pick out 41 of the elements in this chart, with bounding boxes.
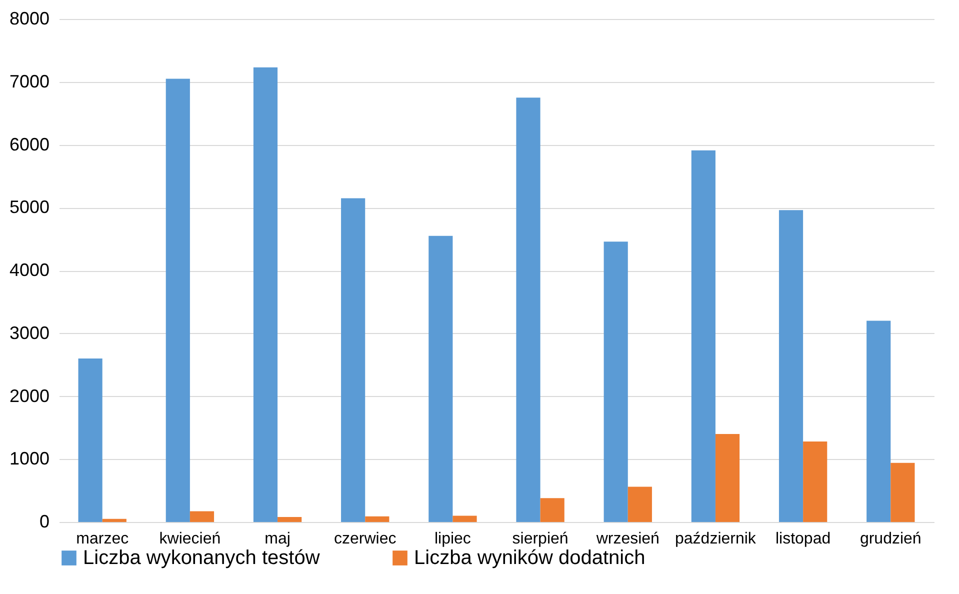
- y-tick-label: 3000: [9, 322, 50, 343]
- bar: [890, 462, 915, 522]
- bar: [341, 198, 366, 522]
- y-tick-label: 8000: [9, 8, 50, 28]
- y-tick-label: 6000: [9, 134, 50, 154]
- bar: [628, 486, 652, 522]
- bar: [516, 98, 540, 522]
- x-tick-label: listopad: [775, 530, 831, 548]
- bar: [428, 236, 453, 522]
- bar: [102, 518, 126, 522]
- x-tick-label: maj: [264, 530, 290, 548]
- x-tick-label: grudzień: [860, 530, 922, 548]
- bar: [278, 516, 302, 522]
- bar: [166, 78, 190, 522]
- y-tick-label: 1000: [9, 448, 50, 469]
- bar: [365, 516, 390, 522]
- bar: [866, 320, 891, 522]
- bar: [604, 242, 628, 522]
- x-tick-label: czerwiec: [334, 530, 396, 548]
- y-tick-label: 0: [39, 512, 50, 532]
- legend-label: Liczba wyników dodatnich: [414, 547, 646, 569]
- y-tick-label: 5000: [9, 197, 50, 218]
- y-tick-label: 7000: [9, 71, 50, 92]
- bar: [778, 210, 804, 522]
- bar: [78, 358, 102, 522]
- x-tick-label: marzec: [76, 530, 129, 548]
- x-tick-label: lipiec: [434, 530, 471, 548]
- bar: [803, 442, 828, 522]
- x-tick-label: sierpień: [512, 530, 568, 548]
- y-tick-label: 2000: [9, 386, 50, 406]
- bar: [253, 67, 278, 522]
- bar: [715, 434, 740, 522]
- bar: [691, 150, 716, 522]
- y-tick-label: 4000: [9, 260, 50, 280]
- x-tick-label: wrzesień: [595, 530, 660, 548]
- bar: [452, 516, 477, 522]
- bar: [190, 511, 214, 522]
- x-tick-label: październik: [675, 530, 757, 548]
- legend-label: Liczba wykonanych testów: [83, 547, 320, 569]
- bar: [540, 498, 564, 522]
- x-tick-label: kwiecień: [159, 530, 221, 548]
